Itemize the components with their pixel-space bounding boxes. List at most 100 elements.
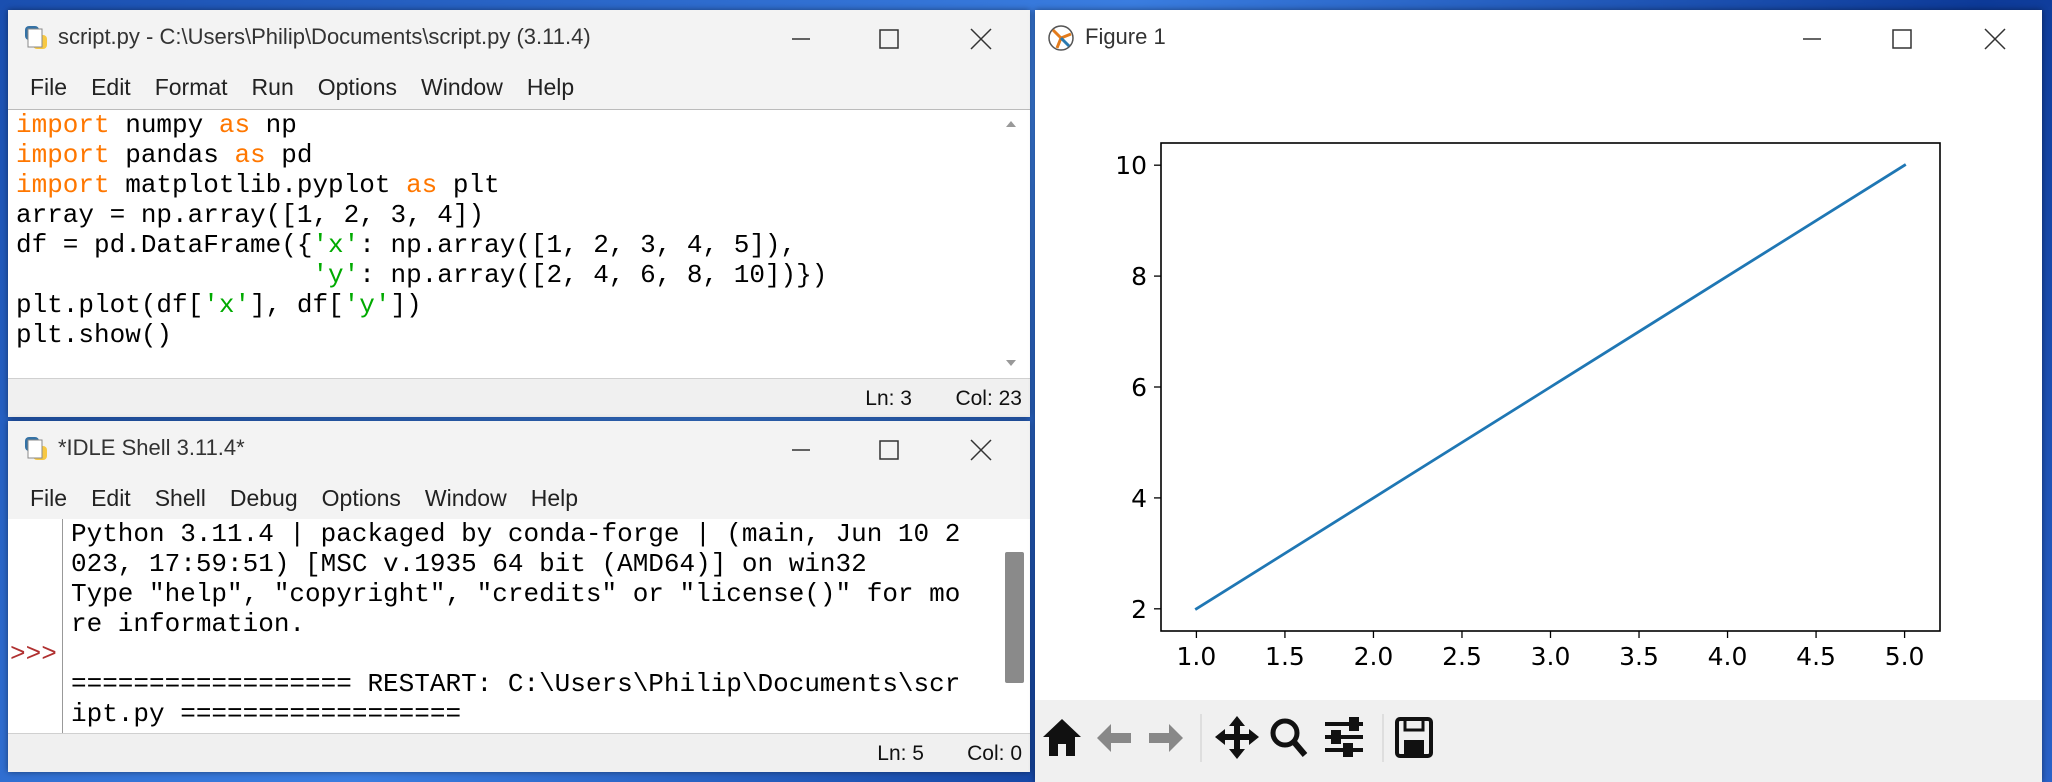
menu-item[interactable]: File bbox=[30, 484, 68, 511]
output-line: 023, 17:59:51) [MSC v.1935 64 bit (AMD64… bbox=[71, 549, 867, 579]
y-tick-label: 8 bbox=[1131, 262, 1147, 291]
code-token bbox=[16, 260, 312, 290]
menu-item[interactable]: Help bbox=[530, 484, 579, 511]
output-line: ipt.py ================== bbox=[71, 699, 462, 729]
output-line: re information. bbox=[71, 609, 306, 639]
code-token: ], df[ bbox=[250, 290, 344, 320]
maximize-button[interactable] bbox=[1887, 24, 1917, 54]
status-bar: Ln: 3 Col: 23 bbox=[8, 378, 1030, 417]
menu-bar: File Edit Format Run Options Window Help bbox=[8, 65, 1030, 109]
status-line: Ln: 5 bbox=[877, 742, 924, 765]
code-token: as bbox=[234, 140, 266, 170]
output-line: Type "help", "copyright", "credits" or "… bbox=[71, 579, 961, 609]
code-token: 'x' bbox=[312, 230, 360, 260]
home-button[interactable] bbox=[1043, 719, 1081, 756]
code-token: np bbox=[250, 110, 297, 140]
code-token: array = np.array([1, 2, 3, 4]) bbox=[16, 200, 485, 230]
scrollbar[interactable] bbox=[998, 110, 1024, 380]
menu-bar: File Edit Shell Debug Options Window Help bbox=[8, 476, 1030, 520]
output-line: Python 3.11.4 | packaged by conda-forge … bbox=[71, 519, 961, 549]
x-tick-label: 1.5 bbox=[1265, 642, 1305, 671]
code-token: pandas bbox=[109, 140, 235, 170]
code-line: df = pd.DataFrame({'x': np.array([1, 2, … bbox=[16, 230, 827, 260]
code-token: numpy bbox=[109, 110, 219, 140]
window-title: script.py - C:\Users\Philip\Documents\sc… bbox=[58, 24, 591, 49]
x-tick-label: 5.0 bbox=[1885, 642, 1925, 671]
x-tick-label: 3.0 bbox=[1531, 642, 1571, 671]
minimize-button[interactable] bbox=[786, 24, 816, 54]
save-button[interactable] bbox=[1395, 717, 1433, 758]
code-token: : np.array([1, 2, 3, 4, 5]), bbox=[359, 230, 797, 260]
menu-item[interactable]: Shell bbox=[154, 484, 206, 511]
code-token: matplotlib.pyplot bbox=[109, 170, 407, 200]
pan-button[interactable] bbox=[1215, 716, 1259, 759]
menu-item[interactable]: Window bbox=[421, 73, 503, 100]
menu-item[interactable]: Edit bbox=[91, 73, 131, 100]
menu-item[interactable]: Window bbox=[424, 484, 507, 511]
status-col: Col: 23 bbox=[955, 387, 1022, 410]
code-line: plt.plot(df['x'], df['y']) bbox=[16, 290, 827, 320]
code-line: import matplotlib.pyplot as plt bbox=[16, 170, 827, 200]
title-bar: script.py - C:\Users\Philip\Documents\sc… bbox=[8, 10, 1030, 65]
code-token: as bbox=[218, 110, 251, 140]
shell-window: *IDLE Shell 3.11.4* File Edit Shell Debug Op… bbox=[8, 421, 1030, 772]
window-title: *IDLE Shell 3.11.4* bbox=[58, 435, 245, 460]
menu-item[interactable]: Format bbox=[154, 73, 228, 100]
x-tick-label: 4.0 bbox=[1708, 642, 1748, 671]
maximize-button[interactable] bbox=[874, 435, 904, 465]
scrollbar-thumb[interactable] bbox=[1005, 552, 1024, 683]
code-token: 'y' bbox=[343, 290, 391, 320]
code-token: plt bbox=[437, 170, 500, 200]
back-button[interactable] bbox=[1097, 724, 1131, 752]
python-icon bbox=[25, 437, 47, 460]
menu-item[interactable]: Debug bbox=[229, 484, 298, 511]
menu-item[interactable]: Help bbox=[526, 73, 575, 100]
code-token: import bbox=[16, 170, 110, 200]
code-lines: import numpy as np import pandas as pd imp… bbox=[16, 110, 827, 350]
code-token: plt.plot(df[ bbox=[16, 290, 204, 320]
code-editor[interactable]: import numpy as np import pandas as pd imp… bbox=[8, 109, 1030, 381]
menu-item[interactable]: Edit bbox=[91, 484, 131, 511]
code-line: import numpy as np bbox=[16, 110, 827, 140]
minimize-button[interactable] bbox=[1797, 24, 1827, 54]
forward-button[interactable] bbox=[1149, 724, 1183, 752]
y-tick-label: 2 bbox=[1131, 595, 1147, 624]
banner-lines: Python 3.11.4 | packaged by conda-forge … bbox=[71, 519, 960, 639]
toolbar-icons bbox=[1043, 714, 1433, 762]
status-bar: Ln: 5 Col: 0 bbox=[8, 733, 1030, 772]
menu-item[interactable]: Options bbox=[317, 73, 398, 100]
code-line: array = np.array([1, 2, 3, 4]) bbox=[16, 200, 827, 230]
code-token: plt.show() bbox=[16, 320, 173, 350]
status-line: Ln: 3 bbox=[865, 387, 912, 410]
code-token: : np.array([2, 4, 6, 8, 10])}) bbox=[359, 260, 828, 290]
menu-item[interactable]: Options bbox=[321, 484, 401, 511]
x-tick-label: 2.0 bbox=[1354, 642, 1394, 671]
code-token: as bbox=[406, 170, 438, 200]
code-token: import bbox=[16, 140, 110, 170]
close-button[interactable] bbox=[1980, 24, 2010, 54]
prompt-gutter: >>> bbox=[8, 519, 63, 733]
axes-frame bbox=[1160, 142, 1941, 632]
menu-item[interactable]: File bbox=[30, 73, 68, 100]
data-line bbox=[1194, 163, 1907, 611]
menu-item[interactable]: Run bbox=[251, 73, 294, 100]
configure-button[interactable] bbox=[1325, 717, 1363, 757]
minimize-button[interactable] bbox=[786, 435, 816, 465]
maximize-button[interactable] bbox=[874, 24, 904, 54]
code-token: 'x' bbox=[203, 290, 251, 320]
matplotlib-icon bbox=[1048, 25, 1074, 51]
shell-output[interactable]: >>> Python 3.11.4 | packaged by conda-fo… bbox=[8, 519, 1030, 733]
close-button[interactable] bbox=[966, 435, 996, 465]
restart-lines: ================== RESTART: C:\Users\Phi… bbox=[71, 669, 960, 729]
y-tick-label: 6 bbox=[1131, 373, 1147, 402]
code-token: import bbox=[16, 110, 110, 140]
figure-window: Figure 1 1.0 1.5 2.0 2.5 3.0 3.5 4.0 4.5 5.0 2 4 6 8… bbox=[1035, 10, 2042, 782]
close-button[interactable] bbox=[966, 24, 996, 54]
zoom-button[interactable] bbox=[1270, 718, 1308, 757]
y-tick-label: 10 bbox=[1115, 151, 1147, 180]
code-line: plt.show() bbox=[16, 320, 827, 350]
output-line: ================== RESTART: C:\Users\Phi… bbox=[71, 669, 961, 699]
window-title: Figure 1 bbox=[1085, 24, 1166, 49]
code-token: ]) bbox=[390, 290, 422, 320]
editor-window: script.py - C:\Users\Philip\Documents\sc… bbox=[8, 10, 1030, 417]
